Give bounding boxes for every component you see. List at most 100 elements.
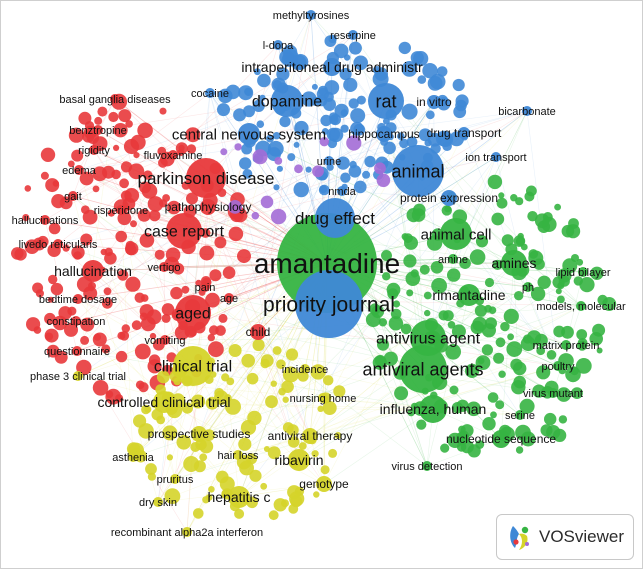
term-node[interactable] (286, 424, 299, 436)
term-node[interactable] (268, 510, 279, 521)
term-node[interactable] (102, 165, 115, 179)
term-node[interactable] (571, 254, 579, 262)
term-node[interactable] (118, 109, 132, 123)
term-node[interactable] (328, 34, 337, 44)
term-node[interactable] (119, 178, 129, 189)
term-node[interactable] (561, 325, 574, 339)
term-node-animal[interactable] (392, 145, 444, 197)
term-node[interactable] (328, 448, 338, 458)
term-label-rat[interactable]: rat (375, 91, 396, 111)
term-node[interactable] (79, 171, 94, 186)
term-node[interactable] (278, 387, 286, 396)
term-node-amines[interactable] (501, 250, 527, 276)
term-node[interactable] (416, 419, 427, 430)
term-node[interactable] (426, 235, 443, 251)
term-node[interactable] (552, 276, 565, 289)
term-node[interactable] (76, 359, 92, 376)
term-node-basal-ganglia-diseases[interactable] (110, 94, 120, 104)
term-node[interactable] (14, 248, 27, 261)
term-node[interactable] (97, 106, 108, 117)
term-node[interactable] (482, 417, 496, 431)
term-node-central-nervous-system[interactable] (238, 123, 260, 145)
term-label-hair-loss[interactable]: hair loss (218, 450, 259, 462)
term-node[interactable] (149, 209, 161, 222)
term-node[interactable] (484, 304, 492, 313)
term-node[interactable] (24, 185, 32, 192)
term-node[interactable] (557, 295, 565, 304)
term-node[interactable] (495, 400, 505, 410)
term-node[interactable] (484, 277, 495, 288)
term-node[interactable] (322, 401, 337, 415)
term-node-urine[interactable] (324, 156, 334, 166)
term-node[interactable] (451, 324, 466, 339)
term-node[interactable] (244, 87, 252, 96)
term-node[interactable] (413, 51, 429, 67)
term-node[interactable] (117, 269, 129, 281)
term-node[interactable] (272, 132, 281, 140)
term-node[interactable] (249, 469, 262, 482)
term-node[interactable] (228, 226, 244, 242)
term-node[interactable] (328, 127, 344, 143)
term-node[interactable] (333, 385, 346, 398)
term-node-asthenia[interactable] (128, 452, 138, 462)
term-node[interactable] (374, 67, 389, 81)
term-node[interactable] (537, 275, 551, 289)
term-node[interactable] (45, 178, 60, 193)
term-node[interactable] (490, 411, 497, 419)
term-node[interactable] (37, 235, 49, 248)
term-node[interactable] (387, 288, 399, 300)
term-node-pruritus[interactable] (170, 474, 180, 484)
term-node[interactable] (565, 366, 581, 383)
term-label-child[interactable]: child (246, 325, 271, 339)
term-label-matrix-protein[interactable]: matrix protein (533, 340, 600, 352)
term-node[interactable] (80, 317, 95, 332)
term-label-hepatitis-c[interactable]: hepatitis c (207, 489, 270, 505)
term-label-l-dopa[interactable]: l-dopa (263, 40, 294, 52)
term-node-virus-mutant[interactable] (548, 388, 558, 398)
term-node[interactable] (520, 336, 536, 352)
term-node[interactable] (353, 55, 369, 71)
term-label-ph[interactable]: ph (522, 282, 534, 294)
term-node[interactable] (137, 122, 153, 139)
term-node-vertigo[interactable] (159, 262, 169, 272)
term-node[interactable] (500, 321, 510, 332)
term-node-nursing-home[interactable] (318, 393, 328, 403)
term-node-pain[interactable] (200, 282, 210, 292)
term-node[interactable] (94, 116, 103, 125)
term-node[interactable] (493, 352, 505, 364)
term-node[interactable] (346, 135, 362, 151)
term-node[interactable] (487, 392, 499, 403)
term-node[interactable] (209, 269, 222, 282)
term-node[interactable] (195, 279, 202, 287)
term-node[interactable] (254, 68, 261, 76)
term-node[interactable] (241, 353, 255, 368)
term-node[interactable] (68, 127, 84, 143)
term-node[interactable] (287, 436, 300, 448)
term-node[interactable] (208, 341, 224, 358)
term-node[interactable] (147, 472, 156, 481)
term-node-intraperitoneal-drug-administr[interactable] (323, 58, 341, 76)
term-label-animal[interactable]: animal (391, 161, 444, 181)
term-node[interactable] (475, 235, 489, 248)
term-node[interactable] (141, 404, 151, 415)
term-node[interactable] (45, 332, 54, 341)
term-node[interactable] (205, 292, 220, 308)
term-node[interactable] (276, 359, 286, 370)
term-node-serine[interactable] (515, 410, 525, 420)
term-node-cocaine[interactable] (205, 88, 215, 98)
term-node[interactable] (430, 261, 444, 274)
term-node[interactable] (205, 494, 213, 501)
term-node[interactable] (536, 346, 546, 356)
term-node[interactable] (24, 239, 40, 254)
term-node[interactable] (382, 272, 391, 281)
term-node[interactable] (125, 120, 133, 128)
term-label-priority-journal[interactable]: priority journal (263, 293, 395, 316)
term-node-child[interactable] (250, 324, 266, 340)
term-node[interactable] (459, 257, 471, 270)
term-node[interactable] (270, 380, 277, 387)
term-label-animal-cell[interactable]: animal cell (421, 226, 492, 243)
term-node[interactable] (252, 149, 268, 165)
term-label-recombinant-alpha2a-interferon[interactable]: recombinant alpha2a interferon (111, 527, 263, 539)
term-node-poultry[interactable] (553, 361, 563, 371)
term-node[interactable] (101, 297, 113, 309)
